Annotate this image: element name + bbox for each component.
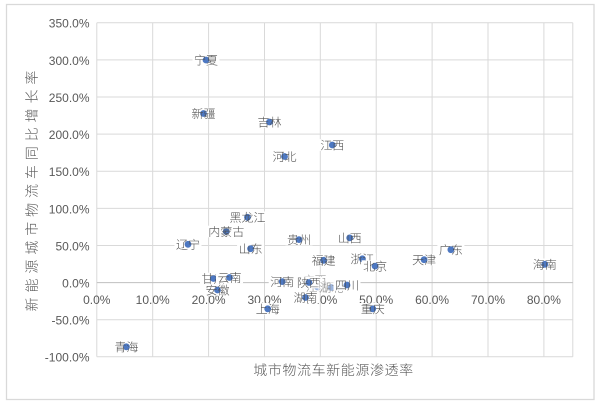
svg-text:200.0%: 200.0%	[49, 128, 90, 142]
svg-text:80.0%: 80.0%	[527, 293, 561, 307]
svg-text:100.0%: 100.0%	[49, 202, 90, 216]
svg-text:0.0%: 0.0%	[83, 293, 111, 307]
svg-text:350.0%: 350.0%	[49, 17, 90, 31]
svg-text:250.0%: 250.0%	[49, 91, 90, 105]
svg-text:10.0%: 10.0%	[136, 293, 170, 307]
svg-text:150.0%: 150.0%	[49, 165, 90, 179]
svg-text:50.0%: 50.0%	[55, 239, 89, 253]
svg-text:300.0%: 300.0%	[49, 54, 90, 68]
svg-text:-100.0%: -100.0%	[45, 351, 90, 365]
svg-text:-50.0%: -50.0%	[51, 314, 89, 328]
svg-text:20.0%: 20.0%	[192, 293, 226, 307]
svg-text:0.0%: 0.0%	[62, 277, 90, 291]
svg-text:70.0%: 70.0%	[471, 293, 505, 307]
svg-text:60.0%: 60.0%	[415, 293, 449, 307]
